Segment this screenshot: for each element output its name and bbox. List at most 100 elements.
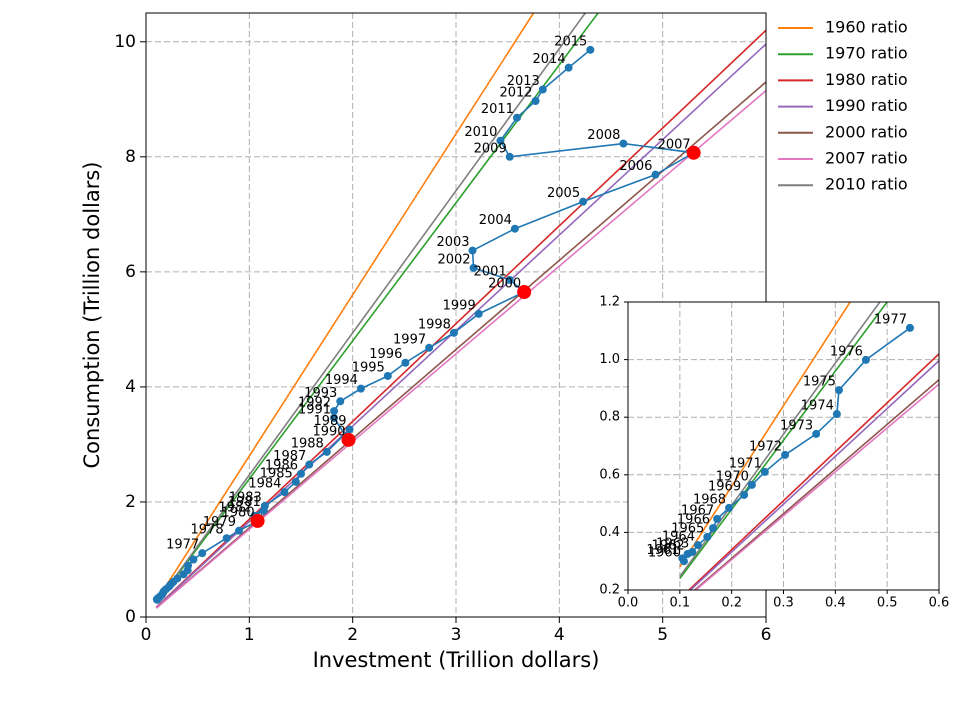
data-point: [336, 397, 345, 406]
y-axis-title: Consumption (Trillion dollars): [80, 162, 104, 469]
data-point: [425, 343, 434, 352]
legend-label: 2010 ratio: [825, 175, 908, 194]
point-label: 1988: [291, 436, 324, 451]
data-point: [401, 358, 410, 367]
x-tick-label: 0.4: [825, 596, 846, 611]
data-point: [510, 224, 519, 233]
point-label: 2007: [658, 137, 691, 152]
legend-label: 2007 ratio: [825, 149, 908, 168]
y-tick-label: 6: [125, 262, 136, 282]
data-point: [449, 328, 458, 337]
point-label: 1960: [648, 546, 681, 561]
data-point: [861, 355, 870, 364]
point-label: 1994: [325, 373, 358, 388]
point-label: 1963: [656, 536, 689, 551]
ratio-line: [679, 302, 889, 579]
data-point: [356, 384, 365, 393]
highlight-point: [341, 432, 356, 447]
data-point: [235, 526, 243, 535]
point-label: 1996: [369, 347, 402, 362]
legend-label: 1980 ratio: [825, 70, 908, 89]
data-point: [260, 501, 269, 510]
point-label: 1982: [218, 500, 251, 515]
data-point: [709, 524, 718, 533]
data-point: [280, 488, 289, 497]
point-label: 1990: [312, 424, 345, 439]
ratio-line: [155, 29, 766, 608]
highlight-point: [686, 145, 701, 160]
point-label: 1968: [693, 492, 726, 507]
ratio-line: [155, 13, 600, 604]
point-label: 2000: [488, 276, 521, 291]
data-point: [781, 450, 790, 459]
point-label: 1971: [729, 456, 762, 471]
x-axis-title: Investment (Trillion dollars): [313, 648, 600, 672]
point-label: 2002: [437, 252, 470, 267]
point-label: 1999: [443, 298, 476, 313]
point-label: 1976: [830, 344, 863, 359]
data-point: [905, 323, 914, 332]
point-label: 1965: [671, 522, 704, 537]
ratio-line: [155, 13, 587, 604]
ratio-line: [679, 302, 852, 568]
point-label: 1979: [203, 515, 236, 530]
point-label: 1981: [228, 495, 261, 510]
data-point: [512, 113, 521, 122]
legend-label: 1990 ratio: [825, 96, 908, 115]
x-tick-label: 1: [244, 625, 255, 645]
highlight-point: [250, 513, 265, 528]
x-tick-label: 6: [761, 625, 772, 645]
point-label: 2003: [436, 235, 469, 250]
point-label: 2005: [547, 186, 580, 201]
point-label: 2008: [587, 128, 620, 143]
data-point: [184, 561, 193, 570]
ratio-line: [687, 353, 939, 590]
data-point: [345, 425, 354, 434]
point-label: 1986: [265, 458, 298, 473]
x-tick-label: 0.3: [773, 596, 794, 611]
y-tick-label: 0.4: [599, 525, 620, 540]
point-label: 2012: [499, 86, 532, 101]
x-tick-label: 0.0: [618, 596, 639, 611]
ratio-line: [155, 13, 535, 602]
data-point: [198, 549, 207, 558]
data-point: [496, 136, 505, 145]
point-label: 1969: [708, 479, 741, 494]
data-point: [505, 152, 514, 161]
y-tick-label: 1.2: [599, 295, 620, 310]
data-point: [832, 410, 841, 419]
point-label: 1997: [393, 332, 426, 347]
point-label: 1961: [646, 543, 679, 558]
data-point: [586, 45, 595, 54]
point-label: 1993: [304, 386, 337, 401]
point-label: 1974: [801, 399, 834, 414]
data-point: [834, 386, 843, 395]
ratio-line: [693, 379, 939, 590]
axes-frame: [627, 301, 940, 591]
point-label: 1978: [191, 523, 224, 538]
data-point: [531, 97, 540, 106]
data-point: [688, 547, 697, 556]
data-point: [173, 574, 182, 583]
ratio-line: [694, 383, 939, 590]
data-point: [703, 533, 712, 542]
point-label: 2006: [619, 159, 652, 174]
data-point: [305, 460, 314, 469]
point-label: 1964: [662, 530, 695, 545]
point-label: 2011: [481, 102, 514, 117]
point-label: 1985: [260, 466, 293, 481]
y-tick-label: 0.6: [599, 467, 620, 482]
point-label: 2004: [479, 213, 512, 228]
data-point: [538, 85, 547, 94]
y-tick-label: 0: [125, 607, 136, 627]
point-label: 2014: [533, 52, 566, 67]
data-point: [330, 413, 339, 422]
point-label: 1987: [273, 449, 306, 464]
point-label: 1980: [222, 505, 255, 520]
y-tick-label: 0.2: [599, 583, 620, 598]
data-point: [713, 514, 722, 523]
data-point: [383, 371, 392, 380]
point-label: 1977: [874, 312, 907, 327]
point-label: 1973: [780, 418, 813, 433]
